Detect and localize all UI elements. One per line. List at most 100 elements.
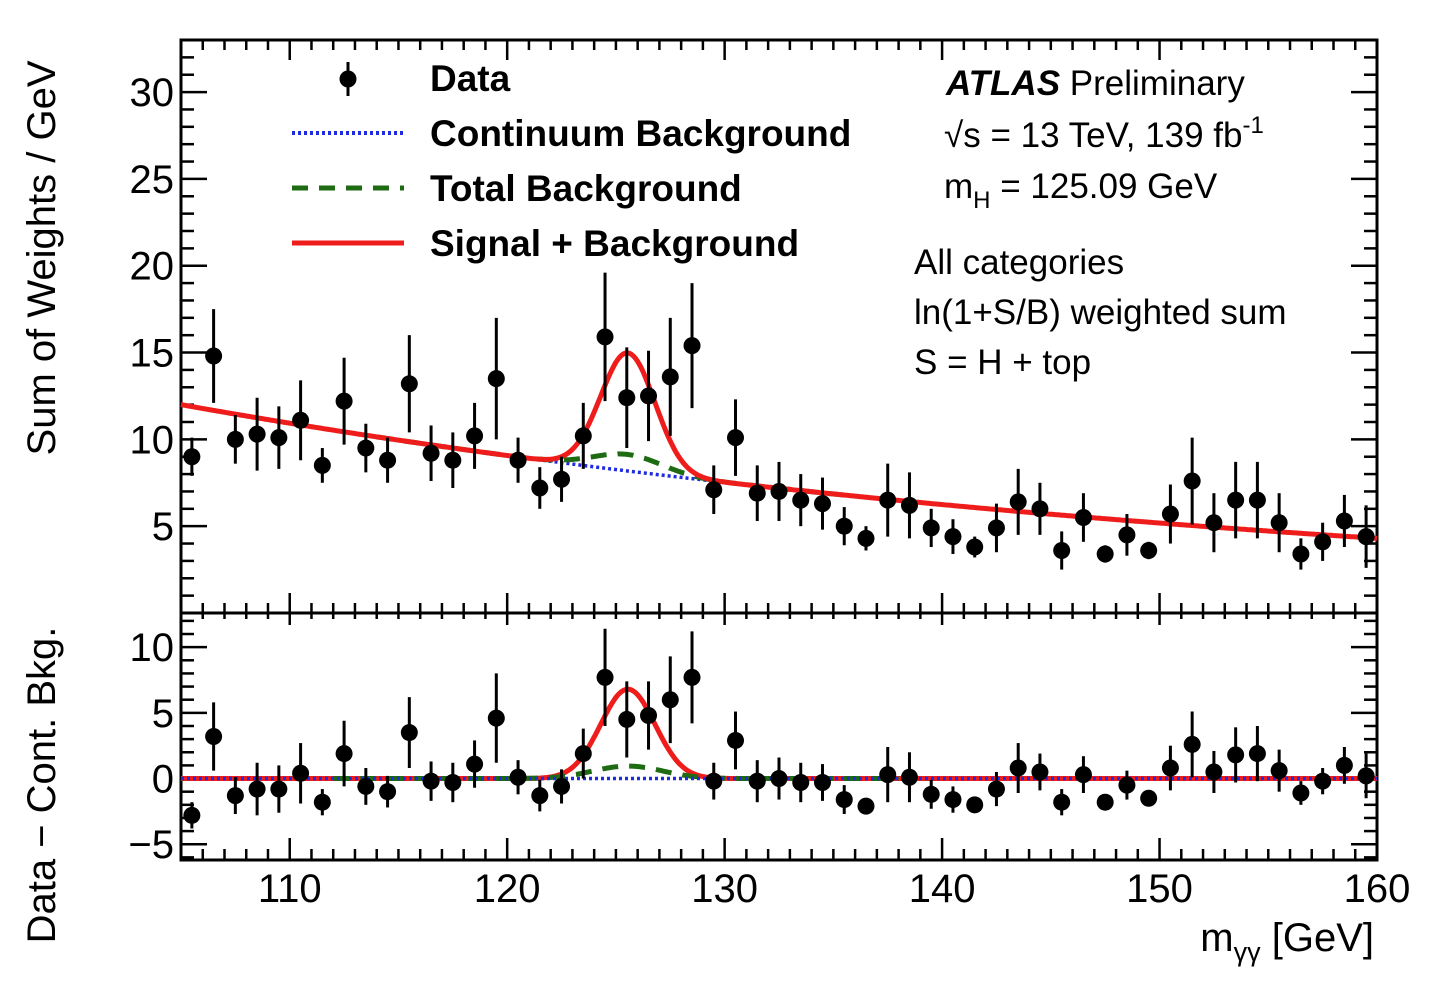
main-data-point — [966, 538, 984, 556]
legend-entry-continuum: Continuum Background — [292, 113, 851, 154]
main-data-point — [1074, 509, 1092, 526]
main-data-point — [770, 482, 788, 500]
ratio-data-point — [1140, 789, 1158, 807]
main-data-point — [1205, 514, 1223, 532]
weighting-label: ln(1+S/B) weighted sum — [914, 293, 1287, 332]
main-data-point — [226, 430, 244, 448]
x-tick-label: 140 — [909, 867, 976, 911]
main-data-point — [683, 337, 701, 355]
x-tick-label: 110 — [258, 867, 322, 911]
atlas-label: ATLAS Preliminary — [945, 64, 1245, 103]
ratio-data-point — [596, 668, 614, 686]
main-y-tick-label: 25 — [130, 158, 175, 202]
main-data-point — [618, 389, 636, 407]
ratio-data-point — [1031, 763, 1049, 781]
ratio-data-point — [1074, 766, 1092, 784]
main-data-point — [879, 491, 897, 509]
ratio-data-point — [1292, 784, 1310, 802]
main-data-point — [444, 451, 462, 469]
ratio-data-point — [487, 709, 505, 727]
main-data-point — [640, 387, 658, 405]
ratio-data-point — [1161, 759, 1179, 777]
ratio-data-point — [727, 731, 745, 749]
ratio-data-point — [444, 773, 462, 791]
ratio-data-point — [900, 768, 918, 786]
main-data-point — [596, 328, 614, 346]
main-data-point — [400, 375, 418, 393]
main-panel-data-points — [183, 272, 1375, 570]
legend-entry-data: Data — [339, 58, 511, 99]
main-data-point — [248, 425, 266, 443]
main-data-point — [1009, 493, 1027, 511]
legend-label-continuum: Continuum Background — [430, 113, 851, 154]
main-data-point — [553, 470, 571, 488]
legend: Data Continuum Background Total Backgrou… — [292, 58, 851, 264]
ratio-y-tick-label: −5 — [128, 823, 174, 867]
ratio-data-point — [1357, 767, 1375, 785]
main-data-point — [1140, 541, 1158, 559]
ratio-data-point — [683, 668, 701, 686]
ratio-data-point — [705, 772, 723, 790]
signal-definition-label: S = H + top — [914, 343, 1091, 382]
ratio-data-point — [1227, 746, 1245, 764]
ratio-data-point — [922, 785, 940, 803]
ratio-data-point — [1335, 756, 1353, 774]
legend-label-signal-background: Signal + Background — [430, 223, 799, 264]
main-data-point — [466, 427, 484, 445]
ratio-data-point — [1248, 745, 1266, 763]
ratio-data-point — [618, 710, 636, 728]
x-tick-label: 120 — [474, 867, 541, 911]
ratio-data-point — [748, 772, 766, 790]
ratio-data-point — [574, 745, 592, 763]
ratio-data-point — [1118, 776, 1136, 794]
ratio-y-tick-label: 0 — [152, 758, 174, 802]
legend-entry-signal-background: Signal + Background — [292, 223, 799, 264]
ratio-data-point — [400, 724, 418, 742]
main-data-point — [574, 427, 592, 445]
ratio-data-point — [1053, 793, 1071, 811]
main-data-point — [987, 519, 1005, 537]
main-data-point — [1314, 533, 1332, 551]
main-data-point — [531, 479, 549, 497]
ratio-data-point — [422, 772, 440, 790]
main-data-point — [509, 451, 527, 469]
ratio-data-point — [857, 797, 875, 815]
main-data-point — [1118, 526, 1136, 544]
ratio-data-point — [1205, 763, 1223, 781]
main-data-point — [1161, 505, 1179, 523]
x-tick-label: 130 — [691, 867, 758, 911]
categories-label: All categories — [914, 243, 1124, 282]
ratio-data-point — [792, 773, 810, 791]
main-data-point — [944, 528, 962, 546]
ratio-data-point — [640, 706, 658, 724]
ratio-data-point — [466, 755, 484, 773]
higgs-mass-label: mH = 125.09 GeV — [944, 167, 1218, 214]
ratio-data-point — [226, 787, 244, 805]
ratio-data-point — [183, 806, 201, 824]
ratio-data-point — [379, 783, 397, 801]
ratio-data-point — [270, 780, 288, 798]
main-data-point — [1031, 500, 1049, 518]
ratio-data-point — [357, 777, 375, 795]
ratio-data-point — [966, 796, 984, 814]
main-data-point — [1270, 514, 1288, 532]
ratio-data-point — [944, 791, 962, 809]
main-data-point — [292, 411, 310, 429]
ratio-data-point — [292, 764, 310, 782]
ratio-panel-frame — [179, 611, 1379, 862]
main-data-point — [422, 444, 440, 462]
ratio-y-tick-label: 5 — [152, 692, 174, 736]
main-data-point — [727, 429, 745, 447]
main-data-point — [205, 347, 223, 365]
main-data-point — [1227, 491, 1245, 509]
ratio-data-point — [1096, 793, 1114, 811]
x-tick-label: 160 — [1344, 867, 1411, 911]
main-data-point — [900, 496, 918, 514]
ratio-panel-ticks: −5 0 5 10 — [128, 619, 1377, 867]
main-data-point — [1357, 528, 1375, 546]
main-data-point — [661, 368, 679, 386]
main-y-tick-label: 15 — [130, 332, 175, 376]
ratio-data-point — [553, 777, 571, 795]
main-data-point — [1248, 491, 1266, 509]
